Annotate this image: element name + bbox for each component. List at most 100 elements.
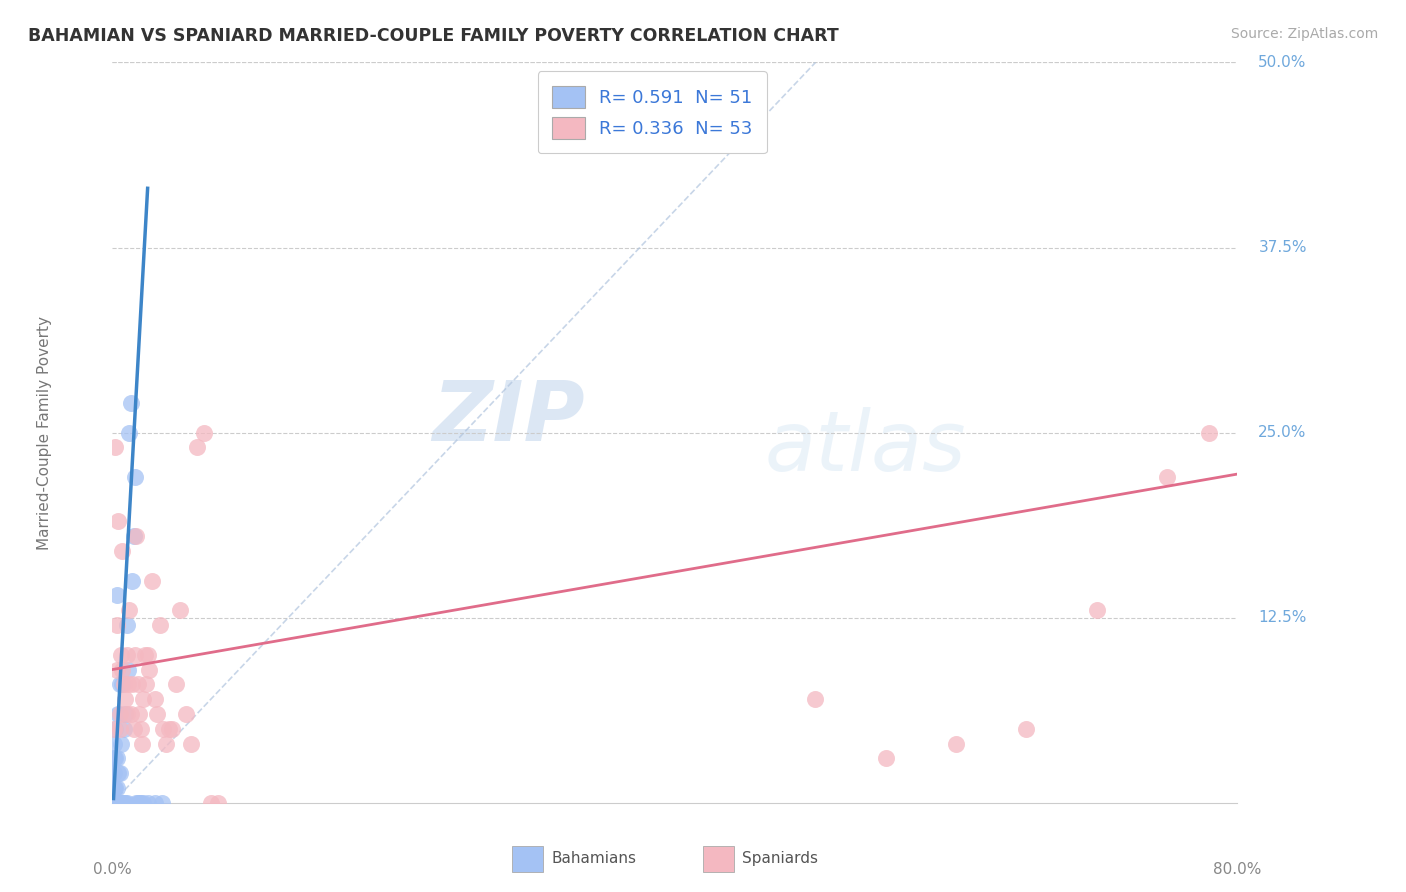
Point — [105, 780, 128, 795]
Point — [120, 396, 142, 410]
Point — [101, 796, 124, 810]
Point — [141, 574, 163, 588]
Text: ZIP: ZIP — [432, 377, 585, 458]
Text: Spaniards: Spaniards — [742, 851, 818, 866]
Point — [121, 677, 143, 691]
Text: 37.5%: 37.5% — [1258, 240, 1306, 255]
Point — [107, 796, 129, 810]
Point — [136, 796, 159, 810]
Point — [122, 722, 145, 736]
Text: Source: ZipAtlas.com: Source: ZipAtlas.com — [1230, 27, 1378, 41]
Point — [117, 677, 139, 691]
Point — [169, 603, 191, 617]
Point — [104, 441, 127, 455]
Text: BAHAMIAN VS SPANIARD MARRIED-COUPLE FAMILY POVERTY CORRELATION CHART: BAHAMIAN VS SPANIARD MARRIED-COUPLE FAMI… — [28, 27, 839, 45]
Point — [111, 796, 134, 810]
FancyBboxPatch shape — [703, 846, 734, 871]
Point — [103, 796, 125, 810]
Point — [180, 737, 202, 751]
Point — [108, 722, 131, 736]
Point — [127, 677, 149, 691]
Point — [104, 722, 127, 736]
Point — [125, 796, 148, 810]
Point — [103, 780, 125, 795]
Point — [115, 618, 138, 632]
Point — [134, 648, 156, 662]
Point — [112, 677, 135, 691]
Text: 12.5%: 12.5% — [1258, 610, 1306, 625]
Point — [108, 766, 131, 780]
Point — [121, 574, 143, 588]
Point — [125, 529, 148, 543]
Legend: R= 0.591  N= 51, R= 0.336  N= 53: R= 0.591 N= 51, R= 0.336 N= 53 — [537, 71, 766, 153]
Point — [104, 751, 127, 765]
FancyBboxPatch shape — [512, 846, 543, 871]
Point — [105, 589, 128, 603]
Text: 0.0%: 0.0% — [93, 862, 132, 877]
Text: 25.0%: 25.0% — [1258, 425, 1306, 440]
Point — [1198, 425, 1220, 440]
Point — [114, 796, 136, 810]
Point — [152, 722, 174, 736]
Point — [103, 766, 125, 780]
Text: 50.0%: 50.0% — [1258, 55, 1306, 70]
Point — [104, 796, 127, 810]
Text: atlas: atlas — [765, 407, 966, 488]
Point — [111, 677, 134, 691]
Point — [124, 470, 146, 484]
Point — [117, 663, 139, 677]
Point — [160, 722, 183, 736]
Point — [111, 544, 134, 558]
Point — [103, 737, 125, 751]
Point — [118, 603, 141, 617]
Point — [118, 425, 141, 440]
Point — [112, 722, 135, 736]
Point — [1015, 722, 1038, 736]
Point — [207, 796, 229, 810]
Point — [945, 737, 967, 751]
Point — [149, 618, 172, 632]
Point — [115, 648, 138, 662]
Point — [103, 722, 125, 736]
Point — [157, 722, 180, 736]
Point — [108, 706, 131, 721]
Point — [128, 706, 150, 721]
Point — [200, 796, 222, 810]
Point — [115, 706, 138, 721]
Point — [104, 780, 127, 795]
Point — [101, 796, 124, 810]
Point — [120, 706, 142, 721]
Point — [112, 796, 135, 810]
Point — [110, 737, 132, 751]
Point — [110, 796, 132, 810]
Point — [150, 796, 173, 810]
Point — [103, 751, 125, 765]
Point — [135, 677, 157, 691]
Point — [105, 796, 128, 810]
Point — [101, 796, 124, 810]
Point — [105, 618, 128, 632]
Point — [101, 766, 124, 780]
Point — [132, 796, 155, 810]
Point — [1156, 470, 1178, 484]
Point — [107, 515, 129, 529]
Point — [165, 677, 187, 691]
Point — [127, 796, 149, 810]
Point — [108, 796, 131, 810]
Point — [143, 796, 166, 810]
Point — [155, 737, 177, 751]
Point — [129, 722, 152, 736]
Point — [107, 766, 129, 780]
Point — [104, 796, 127, 810]
Point — [124, 648, 146, 662]
Point — [129, 796, 152, 810]
Point — [143, 692, 166, 706]
Point — [114, 692, 136, 706]
Point — [128, 796, 150, 810]
Point — [107, 706, 129, 721]
Point — [115, 796, 138, 810]
Point — [193, 425, 215, 440]
Point — [186, 441, 208, 455]
Point — [122, 529, 145, 543]
Point — [103, 796, 125, 810]
